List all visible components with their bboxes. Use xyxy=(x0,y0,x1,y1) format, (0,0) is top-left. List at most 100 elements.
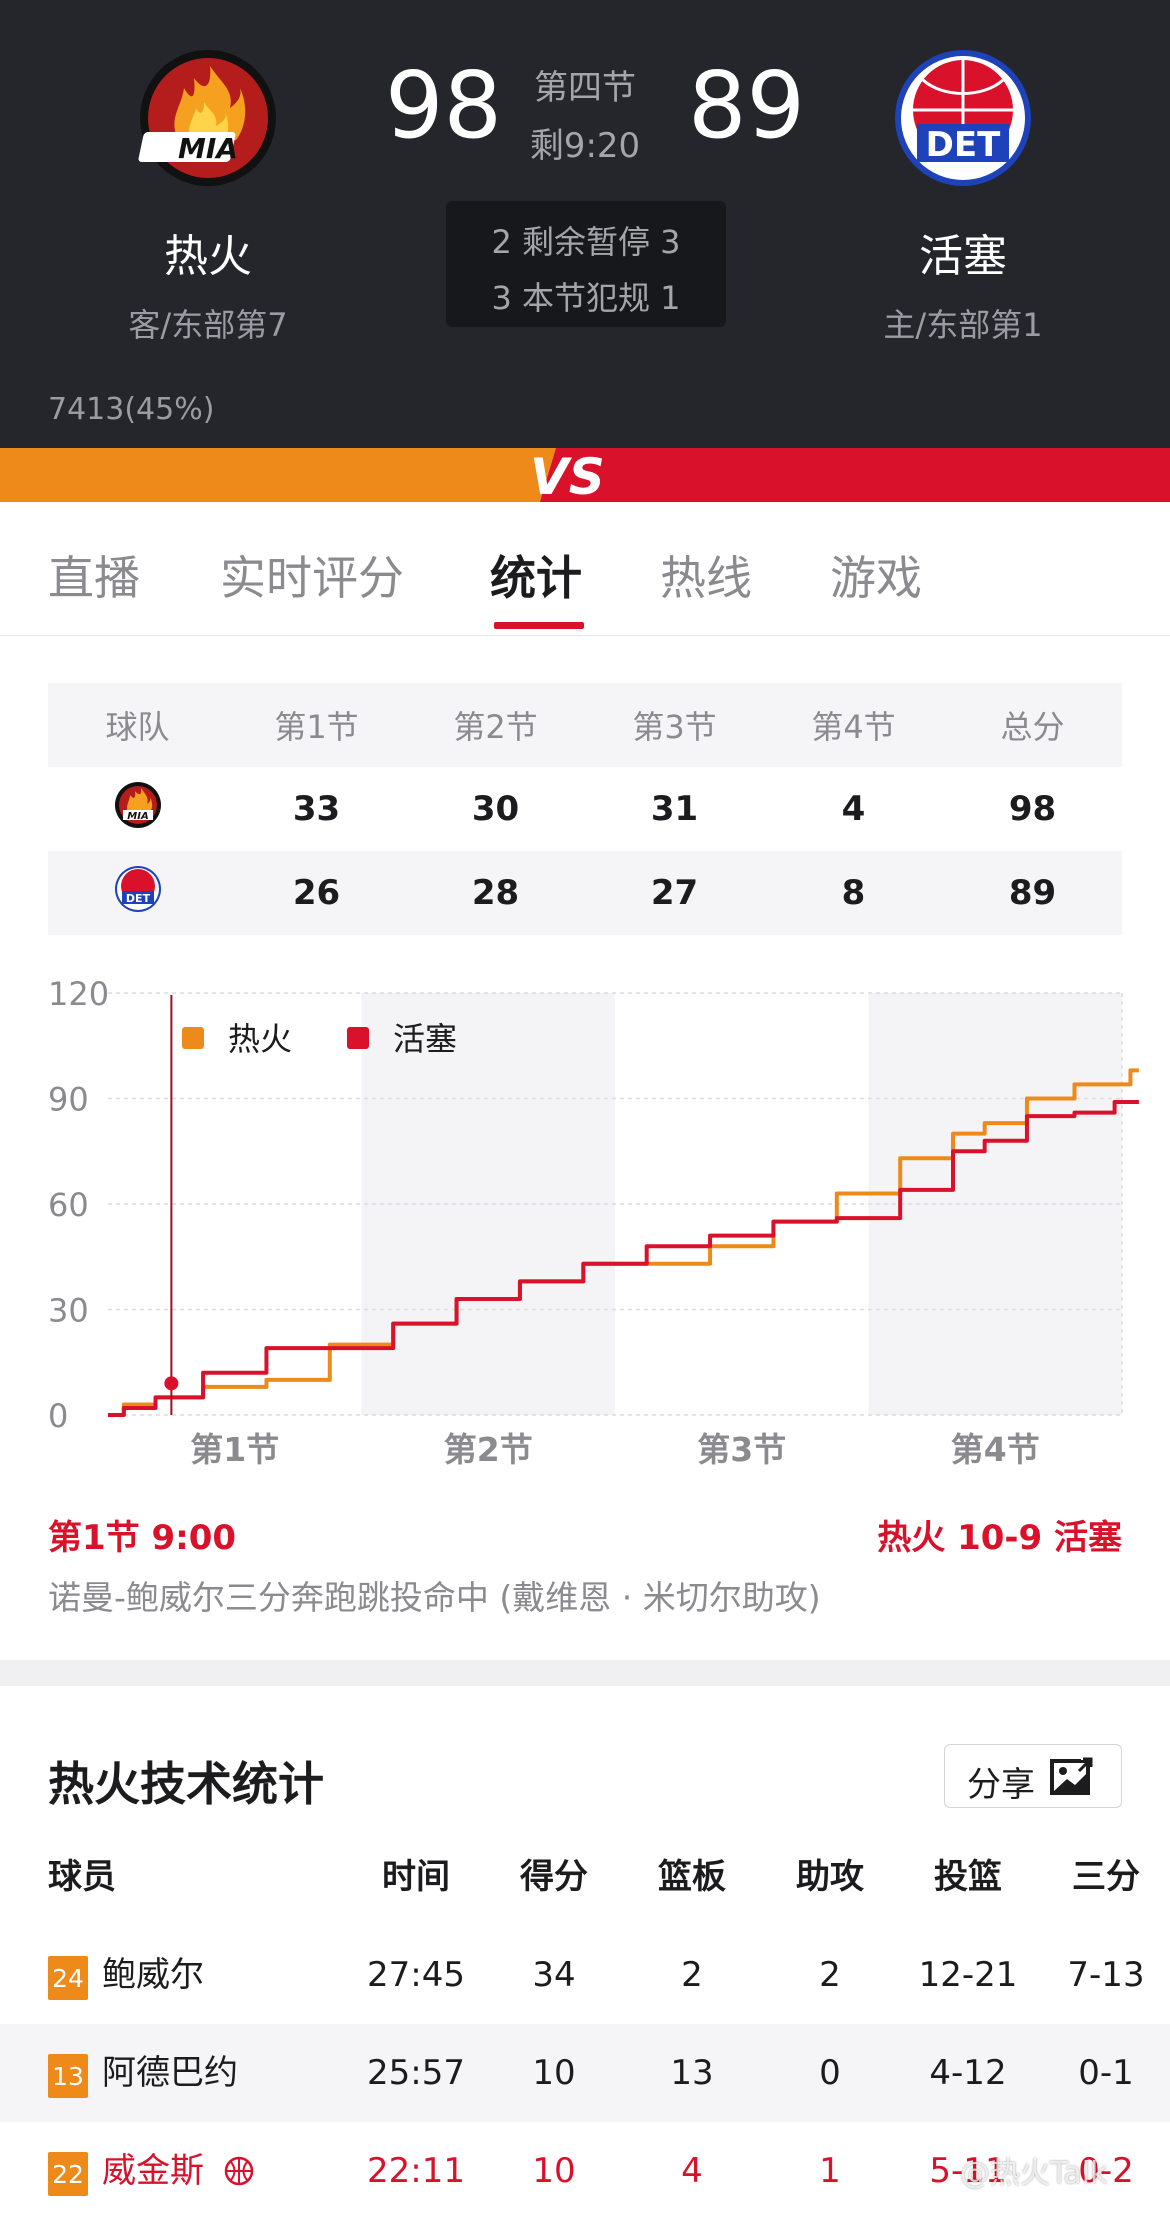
y-tick-label: 30 xyxy=(48,1292,89,1330)
col-player: 球员 xyxy=(48,1857,116,1897)
col-assists: 助攻 xyxy=(796,1857,864,1897)
jersey-number: 22 xyxy=(48,2152,88,2196)
header-q3: 第3节 xyxy=(632,708,717,746)
pistons-q2: 28 xyxy=(471,873,520,913)
tab-hotline[interactable]: 热线 xyxy=(660,551,752,605)
player-time: 22:11 xyxy=(367,2151,465,2191)
vs-support-bar: VS xyxy=(0,448,1170,502)
player-rebounds: 4 xyxy=(681,2151,703,2191)
active-tab-indicator xyxy=(494,622,584,629)
timeouts-row: 2 剩余暂停 3 xyxy=(491,223,681,261)
player-three: 0-2 xyxy=(1078,2151,1134,2191)
col-fg: 投篮 xyxy=(934,1857,1002,1897)
fouls-row: 3 本节犯规 1 xyxy=(491,279,681,317)
player-name[interactable]: 阿德巴约 xyxy=(102,2053,238,2093)
stats-title: 热火技术统计 xyxy=(48,1757,324,1811)
player-three: 0-1 xyxy=(1078,2053,1134,2093)
legend-label: 活塞 xyxy=(393,1020,457,1058)
heat-q4: 4 xyxy=(841,789,866,829)
quarter-table-header: 球队 第1节 第2节 第3节 第4节 总分 xyxy=(48,683,1122,767)
header-total: 总分 xyxy=(1000,708,1065,746)
timeouts-fouls-box: 2 剩余暂停 3 3 本节犯规 1 xyxy=(446,201,726,327)
heat-total: 98 xyxy=(1008,789,1057,829)
tab-stats[interactable]: 统计 xyxy=(490,551,582,605)
share-label: 分享 xyxy=(967,1765,1035,1805)
home-team-name[interactable]: 活塞 xyxy=(919,231,1007,282)
player-time: 27:45 xyxy=(367,1955,465,1995)
event-marker-point xyxy=(164,1376,179,1391)
svg-text:DET: DET xyxy=(125,892,150,905)
legend-label: 热火 xyxy=(228,1020,292,1058)
x-tick-label: 第2节 xyxy=(444,1430,533,1469)
player-points: 34 xyxy=(532,1955,576,1995)
player-fg: 4-12 xyxy=(929,2053,1007,2093)
heat-mini-logo: MIA xyxy=(48,781,227,838)
event-score: 热火 10-9 活塞 xyxy=(877,1518,1122,1558)
y-tick-label: 120 xyxy=(48,975,109,1013)
x-tick-label: 第4节 xyxy=(951,1430,1040,1469)
header-q4: 第4节 xyxy=(811,708,896,746)
player-row[interactable]: 22 威金斯 22:11 10 4 1 5-11 0-2 xyxy=(0,2122,1170,2220)
quarter-score-table: 球队 第1节 第2节 第3节 第4节 总分 MIA 33 30 31 4 98 … xyxy=(48,683,1122,935)
tab-live[interactable]: 直播 xyxy=(48,551,140,605)
stats-header-row: 球员 时间 得分 篮板 助攻 投篮 三分 xyxy=(0,1828,1170,1926)
pistons-total: 89 xyxy=(1008,873,1057,913)
y-tick-label: 60 xyxy=(48,1186,89,1224)
section-divider xyxy=(0,1660,1170,1686)
legend-swatch xyxy=(182,1027,204,1049)
player-points: 10 xyxy=(532,2053,576,2093)
heat-logo-text: MIA xyxy=(178,132,238,165)
quarter-row-heat: MIA 33 30 31 4 98 xyxy=(48,767,1122,851)
series-line xyxy=(108,1100,1139,1417)
game-header: MIA 98 第四节 剩9:20 89 DET 热火 客/东部第7 活塞 主/东… xyxy=(0,0,1170,448)
header-team: 球队 xyxy=(105,708,170,746)
x-tick-label: 第1节 xyxy=(190,1430,279,1469)
col-three: 三分 xyxy=(1072,1857,1140,1897)
home-team-rank: 主/东部第1 xyxy=(883,306,1043,344)
legend-swatch xyxy=(347,1027,369,1049)
player-assists: 1 xyxy=(819,2151,841,2191)
share-image-icon xyxy=(1050,1755,1095,1795)
heat-q1: 33 xyxy=(292,789,341,829)
event-description: 诺曼-鲍威尔三分奔跑跳投命中 (戴维恩 · 米切尔助攻) xyxy=(48,1578,821,1617)
away-support-count: 7413(45%) xyxy=(48,392,215,427)
jersey-number: 24 xyxy=(48,1956,88,2000)
quarter-band xyxy=(868,993,1122,1415)
x-tick-label: 第3节 xyxy=(697,1430,786,1469)
player-assists: 2 xyxy=(819,1955,841,1995)
score-flow-chart[interactable]: 120 90 60 30 0 第1节 第2节 第3节 第4节 热火 活塞 xyxy=(0,965,1170,1485)
pistons-q4: 8 xyxy=(841,873,866,913)
header-q2: 第2节 xyxy=(453,708,538,746)
heat-logo[interactable]: MIA xyxy=(138,48,278,188)
y-tick-label: 90 xyxy=(48,1081,89,1119)
header-q1: 第1节 xyxy=(274,708,359,746)
pistons-mini-logo: DET xyxy=(48,865,227,922)
tab-ratings[interactable]: 实时评分 xyxy=(220,551,404,605)
player-fg: 5-11 xyxy=(929,2151,1007,2191)
heat-q3: 31 xyxy=(650,789,699,829)
watermark: @热火Talk xyxy=(960,2156,1108,2191)
player-rebounds: 13 xyxy=(670,2053,714,2093)
tab-bar: 直播 实时评分 统计 热线 游戏 xyxy=(0,502,1170,636)
player-time: 25:57 xyxy=(367,2053,465,2093)
col-rebounds: 篮板 xyxy=(658,1857,726,1897)
player-name[interactable]: 威金斯 xyxy=(102,2151,204,2191)
pistons-logo-text: DET xyxy=(926,125,1001,165)
player-name[interactable]: 鲍威尔 xyxy=(102,1955,204,1995)
home-score: 89 xyxy=(688,52,806,159)
game-clock: 剩9:20 xyxy=(529,126,641,166)
basketball-icon xyxy=(224,2156,254,2186)
pistons-q1: 26 xyxy=(292,873,341,913)
player-row[interactable]: 24 鲍威尔 27:45 34 2 2 12-21 7-13 xyxy=(0,1926,1170,2024)
jersey-number: 13 xyxy=(48,2054,88,2098)
tab-games[interactable]: 游戏 xyxy=(830,551,922,605)
pistons-q3: 27 xyxy=(650,873,699,913)
col-points: 得分 xyxy=(520,1857,588,1897)
pistons-logo[interactable]: DET xyxy=(893,48,1033,188)
quarter-row-pistons: DET 26 28 27 8 89 xyxy=(48,851,1122,935)
y-tick-label: 0 xyxy=(48,1397,68,1435)
player-fg: 12-21 xyxy=(918,1955,1018,1995)
away-team-name[interactable]: 热火 xyxy=(164,231,252,282)
player-row[interactable]: 13 阿德巴约 25:57 10 13 0 4-12 0-1 xyxy=(0,2024,1170,2122)
share-button[interactable]: 分享 xyxy=(944,1744,1122,1808)
